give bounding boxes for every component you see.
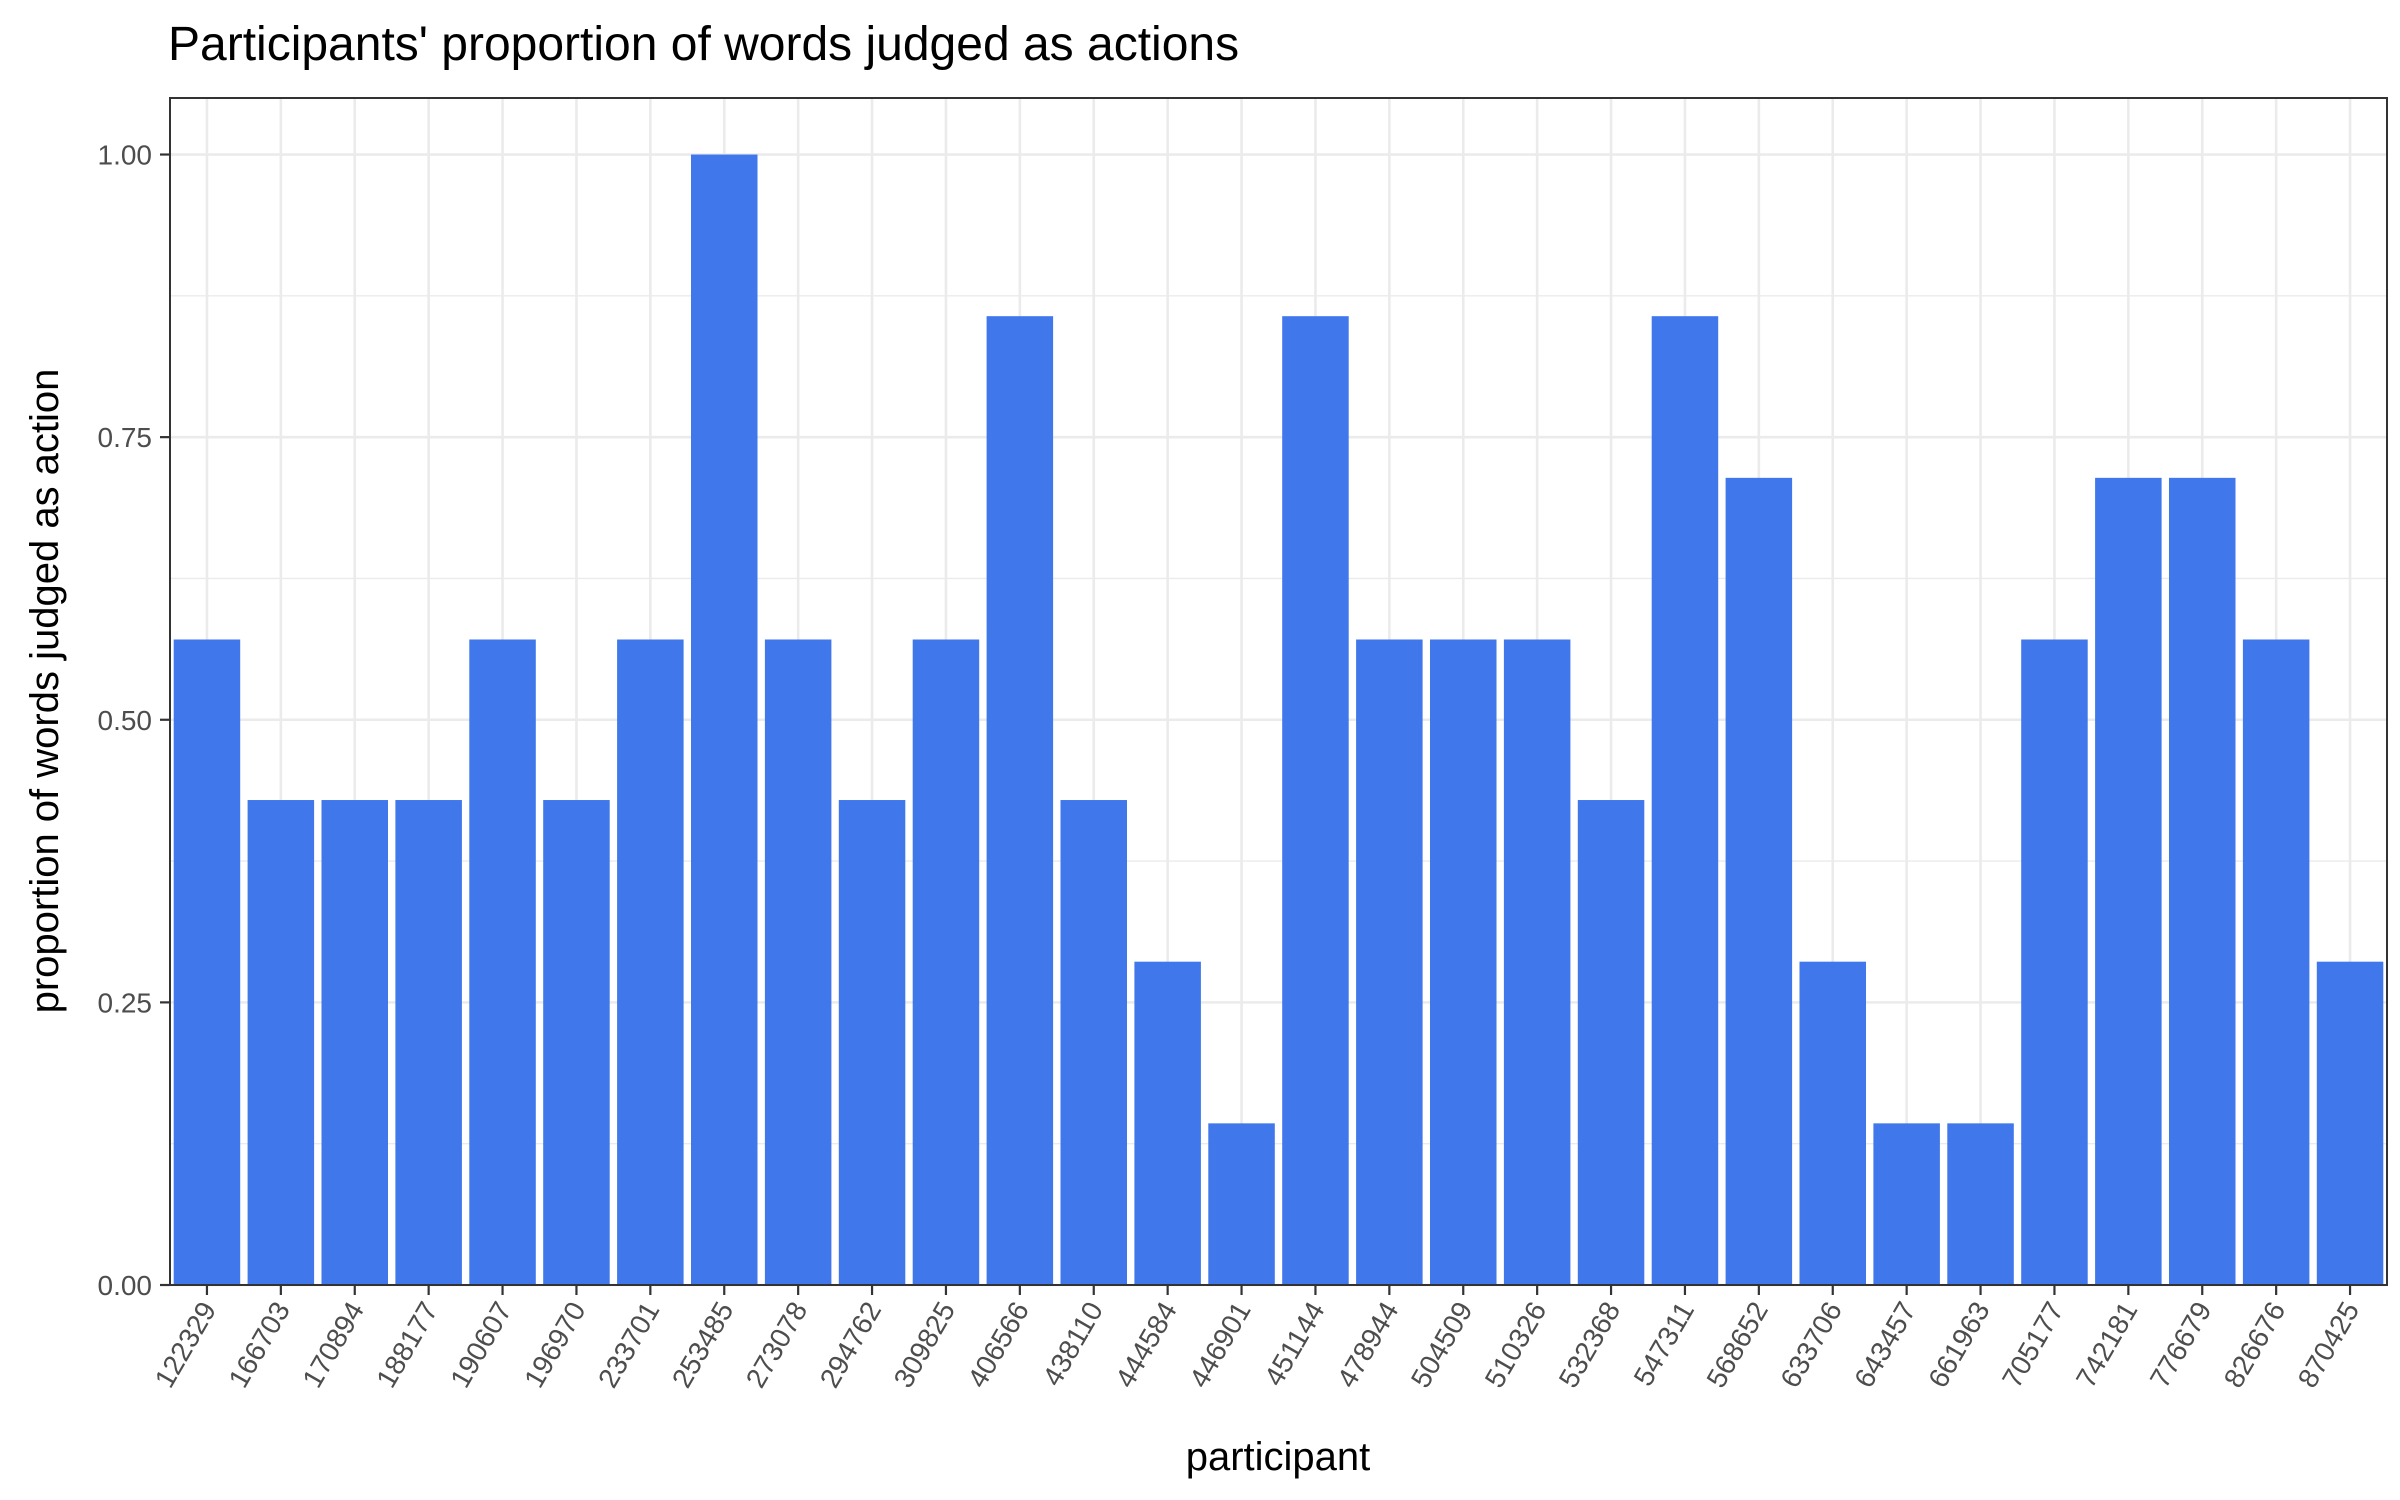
x-tick-label: 444584 (1109, 1297, 1183, 1393)
bar-705177 (2021, 639, 2088, 1285)
y-tick-label: 0.25 (98, 987, 153, 1018)
bar-188177 (395, 800, 462, 1285)
bar-253485 (690, 154, 758, 1285)
x-tick-label: 309825 (888, 1297, 962, 1393)
x-tick-label: 633706 (1774, 1297, 1848, 1393)
bar-273078 (764, 639, 832, 1285)
x-tick-label: 253485 (666, 1297, 740, 1393)
x-tick-label: 870425 (2292, 1297, 2366, 1393)
y-axis-title: proportion of words judged as action (23, 369, 67, 1014)
x-tick-label: 170894 (296, 1297, 370, 1393)
x-tick-label: 478944 (1331, 1297, 1405, 1393)
y-tick-label: 0.00 (98, 1270, 153, 1301)
y-axis: 0.00 0.25 0.50 0.75 1.00 (98, 140, 170, 1301)
x-tick-label: 166703 (222, 1297, 296, 1393)
x-tick-label: 661963 (1922, 1297, 1996, 1393)
x-tick-label: 826676 (2218, 1297, 2292, 1393)
bar-661963 (1947, 1123, 2014, 1285)
x-tick-label: 742181 (2070, 1297, 2144, 1393)
x-tick-label: 547311 (1628, 1297, 1701, 1392)
bar-294762 (838, 800, 906, 1285)
x-tick-label: 532368 (1553, 1297, 1627, 1393)
bars (173, 154, 2384, 1286)
x-tick-label: 438110 (1036, 1297, 1109, 1392)
bar-643457 (1873, 1123, 1940, 1285)
y-tick-label: 0.50 (98, 705, 153, 736)
x-tick-label: 188177 (370, 1297, 444, 1393)
x-tick-label: 776679 (2144, 1297, 2218, 1393)
x-tick-label: 446901 (1183, 1297, 1257, 1393)
x-tick-label: 504509 (1405, 1297, 1479, 1393)
x-tick-label: 233701 (592, 1297, 666, 1393)
x-tick-label: 510326 (1479, 1297, 1553, 1393)
chart-title: Participants' proportion of words judged… (168, 18, 1239, 71)
bar-504509 (1429, 639, 1497, 1285)
bar-478944 (1356, 639, 1423, 1285)
bar-568652 (1725, 477, 1793, 1286)
bar-190607 (469, 639, 536, 1285)
bar-196970 (543, 800, 610, 1285)
bar-451144 (1282, 316, 1349, 1286)
x-tick-label: 196970 (518, 1297, 592, 1393)
bar-438110 (1060, 800, 1128, 1285)
bar-776679 (2168, 477, 2236, 1286)
x-axis: 122329 166703 170894 188177 190607 196970 2337… (149, 1285, 2366, 1393)
x-tick-label: 705177 (1996, 1297, 2070, 1393)
bar-826676 (2242, 639, 2310, 1285)
bar-446901 (1208, 1123, 1275, 1285)
bar-742181 (2095, 477, 2162, 1286)
bar-547311 (1651, 316, 1719, 1286)
bar-309825 (912, 639, 980, 1285)
bar-122329 (173, 639, 241, 1285)
y-tick-label: 1.00 (98, 140, 153, 171)
x-tick-label: 568652 (1700, 1297, 1774, 1393)
bar-233701 (617, 639, 684, 1285)
bar-170894 (321, 800, 389, 1285)
x-tick-label: 451144 (1258, 1297, 1331, 1392)
x-tick-label: 294762 (814, 1297, 888, 1393)
bar-532368 (1577, 800, 1645, 1285)
bar-406566 (986, 316, 1054, 1286)
x-tick-label: 406566 (961, 1297, 1035, 1393)
y-tick-label: 0.75 (98, 422, 153, 453)
bar-633706 (1799, 961, 1867, 1285)
bar-444584 (1134, 961, 1201, 1285)
bar-166703 (247, 800, 315, 1285)
bar-510326 (1503, 639, 1571, 1285)
x-axis-title: participant (1186, 1435, 1371, 1479)
bar-870425 (2316, 961, 2384, 1285)
x-tick-label: 122329 (149, 1297, 223, 1393)
plot-panel-border (169, 97, 2388, 1286)
x-tick-label: 273078 (740, 1297, 814, 1393)
x-tick-label: 190607 (444, 1297, 518, 1393)
x-tick-label: 643457 (1848, 1297, 1922, 1393)
